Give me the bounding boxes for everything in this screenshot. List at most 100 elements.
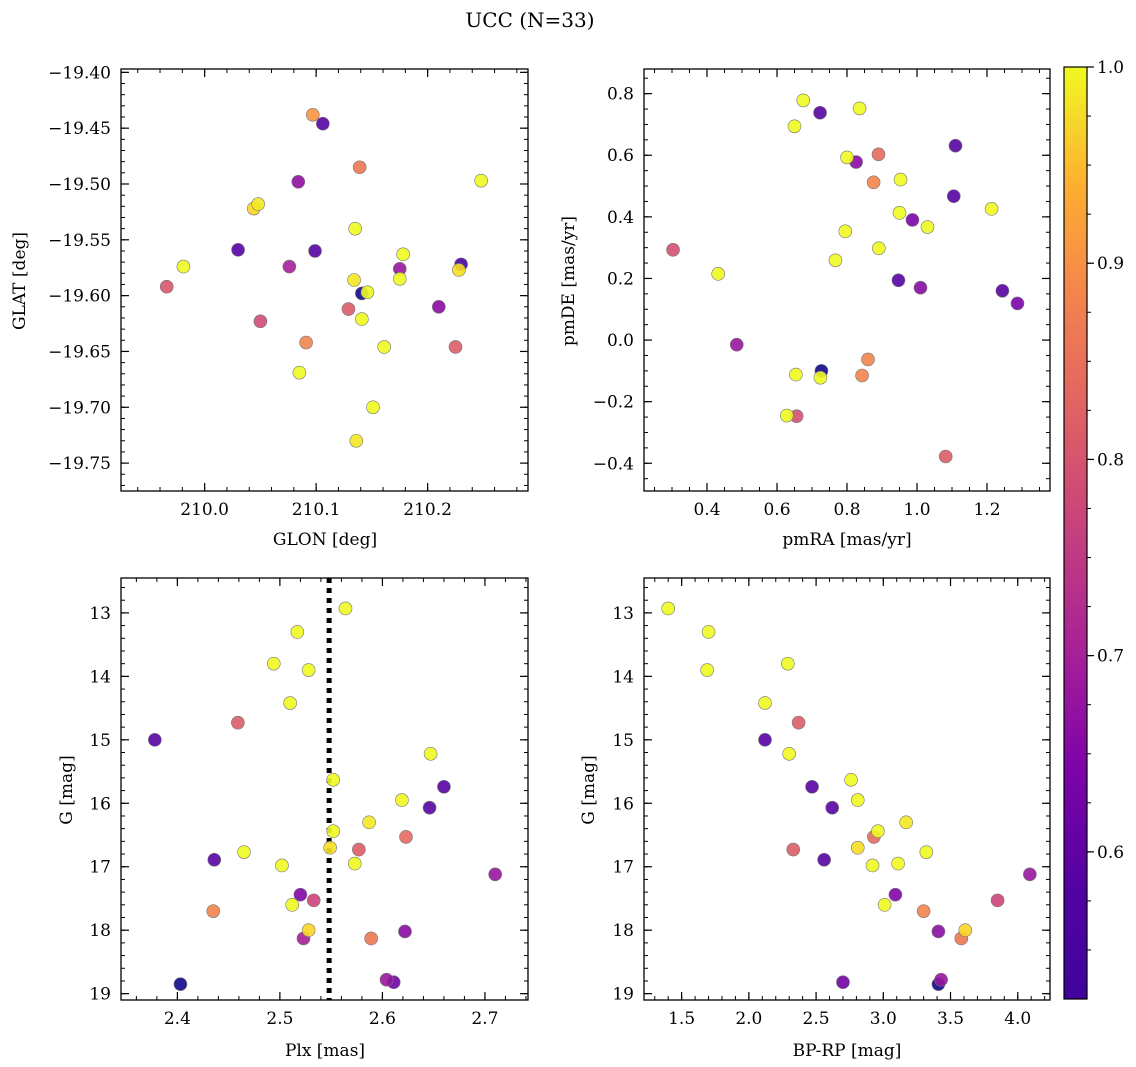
panel-glon-glat: GLON [deg] GLAT [deg]: [10, 232, 377, 550]
data-point: [938, 449, 953, 464]
data-point: [299, 335, 313, 350]
plot-area-plx-g: 2.4 2.5 2.6 2.7 13 14 15 16 17 18 19: [89, 577, 529, 1029]
y-tick-label: −0.4: [593, 454, 634, 474]
y-tick-label: 18: [612, 921, 634, 941]
y-tick-label: −19.70: [48, 398, 111, 418]
data-point: [786, 842, 801, 857]
x-tick-label: 1.5: [668, 1009, 695, 1029]
data-point: [888, 887, 903, 902]
data-point: [701, 625, 716, 639]
ylabel-pmra-pmde: pmDE [mas/yr]: [559, 216, 579, 346]
data-point: [666, 243, 680, 257]
x-tick-label: 2.5: [803, 1009, 830, 1029]
colorbar-tick-label: 0.8: [1097, 450, 1124, 470]
y-tick-label: −19.40: [48, 63, 111, 83]
y-tick-label: −0.2: [593, 393, 634, 413]
colorbar-tick-label: 1.0: [1097, 58, 1124, 78]
x-tick-label: 0.8: [833, 500, 860, 520]
data-point: [796, 93, 811, 108]
data-point: [899, 815, 913, 830]
ylabel-glon-glat: GLAT [deg]: [10, 232, 30, 330]
data-point: [474, 173, 488, 188]
data-point: [661, 601, 675, 616]
data-point: [787, 119, 802, 134]
data-point: [206, 904, 221, 918]
data-point: [355, 312, 369, 326]
data-point: [173, 977, 188, 991]
data-point: [395, 793, 409, 807]
data-point: [431, 299, 446, 314]
data-point: [782, 746, 796, 761]
colorbar-tick-label: 0.7: [1097, 647, 1124, 667]
data-point: [828, 253, 843, 268]
data-point: [946, 189, 961, 204]
axes-frame: [120, 577, 529, 1001]
xlabel-pmra-pmde: pmRA [mas/yr]: [782, 530, 911, 550]
data-point: [865, 858, 880, 873]
data-point: [958, 923, 973, 937]
y-tick-label: 19: [612, 985, 634, 1005]
panel-bprp-g: BP-RP [mag] G [mag]: [579, 755, 901, 1061]
data-point: [392, 272, 407, 286]
data-point: [852, 101, 867, 116]
y-tick-label: 0.4: [607, 208, 634, 228]
data-point: [283, 696, 297, 710]
data-point: [282, 259, 297, 274]
figure-title: UCC (N=33): [465, 8, 594, 32]
y-tick-label: 15: [89, 731, 111, 751]
data-point: [423, 746, 438, 761]
data-point: [893, 172, 908, 187]
y-tick-label: 16: [89, 794, 111, 814]
data-point: [916, 904, 931, 918]
y-tick-label: 14: [612, 667, 634, 687]
data-point: [948, 138, 963, 153]
data-point: [913, 280, 928, 295]
data-point: [844, 772, 858, 787]
data-point: [360, 285, 375, 300]
data-point: [825, 800, 840, 815]
data-point: [758, 696, 772, 710]
data-point: [781, 656, 795, 671]
x-tick-label: 3.5: [937, 1009, 964, 1029]
y-tick-label: 17: [89, 858, 111, 878]
data-point: [866, 175, 881, 190]
data-point: [176, 259, 191, 274]
y-tick-label: 14: [89, 667, 111, 687]
data-point: [872, 241, 886, 256]
data-point: [813, 370, 828, 385]
data-point: [159, 279, 174, 294]
data-point: [855, 368, 869, 383]
data-point: [422, 800, 437, 815]
data-point: [285, 898, 300, 912]
data-point: [251, 197, 265, 211]
data-point: [399, 830, 413, 844]
x-tick-label: 4.0: [1004, 1009, 1031, 1029]
data-point: [349, 433, 364, 448]
x-tick-label: 2.7: [471, 1009, 498, 1029]
data-point: [729, 337, 744, 352]
data-point: [305, 107, 320, 122]
y-tick-label: −19.45: [48, 119, 111, 139]
data-point: [326, 824, 341, 839]
data-point: [348, 221, 362, 236]
x-tick-label: 2.4: [164, 1009, 191, 1029]
data-point: [850, 793, 865, 807]
y-tick-label: 0.0: [607, 331, 634, 351]
data-point: [237, 845, 251, 859]
data-point: [452, 263, 466, 277]
panel-plx-g: Plx [mas] G [mag]: [57, 755, 365, 1061]
x-tick-label: 2.0: [735, 1009, 762, 1029]
data-point: [275, 858, 289, 873]
y-tick-label: −19.60: [48, 287, 111, 307]
data-point: [306, 893, 321, 908]
data-point: [253, 314, 268, 329]
data-point: [905, 213, 920, 227]
data-point: [877, 898, 892, 912]
data-point: [871, 824, 885, 839]
y-tick-label: −19.65: [48, 342, 111, 362]
y-tick-label: −19.75: [48, 454, 111, 474]
data-point: [789, 367, 803, 382]
data-point: [293, 887, 308, 902]
y-tick-label: −19.50: [48, 175, 111, 195]
data-point: [836, 975, 850, 990]
